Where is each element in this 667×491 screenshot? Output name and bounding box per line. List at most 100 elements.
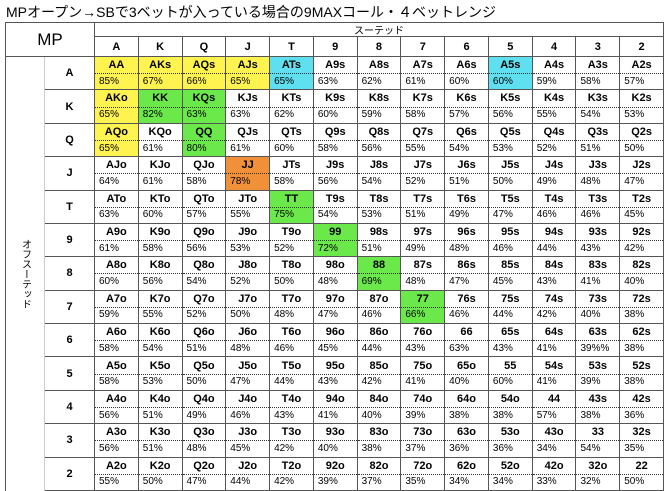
hand-percent: 61% (405, 75, 426, 87)
hand-percent: 50% (142, 476, 163, 488)
hand-name: 43o (532, 424, 576, 442)
hand-cell: K3s 54% (576, 90, 621, 124)
hand-name: J6s (445, 157, 488, 175)
hand-cell: AQo 65% (95, 123, 139, 158)
hand-cell: J6o 48% (226, 324, 271, 358)
hand-cell: K2s 53% (620, 90, 664, 124)
hand-percent: 52% (405, 175, 426, 187)
hand-percent: 43% (317, 376, 338, 388)
hand-percent: 49% (186, 409, 207, 421)
hand-percent: 63% (99, 209, 120, 221)
hand-name: 95o (313, 357, 357, 375)
hand-percent: 52% (274, 242, 295, 254)
hand-name: AQo (95, 124, 138, 141)
hand-cell: Q3o 48% (182, 424, 227, 458)
hand-name: A8s (357, 57, 401, 75)
hand-name: 62o (445, 458, 488, 475)
hand-name: A5s (488, 57, 532, 75)
hand-percent: 63% (449, 342, 470, 354)
hand-percent: 51% (405, 209, 426, 221)
hand-cell: 62s 38% (620, 324, 664, 358)
hand-percent: 56% (361, 142, 382, 154)
hand-percent: 59% (361, 109, 382, 121)
hand-name: JJ (226, 157, 270, 175)
hand-percent: 46% (274, 342, 295, 354)
hand-name: T5o (270, 357, 313, 375)
hand-percent: 58% (274, 175, 295, 187)
hand-name: K3s (576, 90, 620, 108)
hand-cell: AKo 65% (95, 90, 139, 124)
hand-percent: 57% (624, 75, 645, 87)
hand-percent: 51% (449, 175, 470, 187)
hand-name: 33 (576, 424, 620, 442)
hand-name: 75o (401, 357, 445, 375)
hand-name: T3s (576, 191, 620, 208)
hand-name: QTo (182, 191, 226, 208)
hand-cell: 76s 46% (445, 290, 489, 325)
hand-cell: 82o 37% (357, 457, 402, 491)
hand-percent: 51% (361, 242, 382, 254)
hand-name: 87o (357, 291, 401, 308)
hand-cell: A8s 62% (357, 57, 402, 91)
hand-name: A7o (95, 291, 138, 308)
hand-percent: 55% (230, 209, 251, 221)
column-header: T (270, 37, 314, 57)
column-header: 8 (357, 37, 402, 57)
hand-cell: T9s 54% (313, 190, 358, 224)
hand-name: K7o (138, 291, 182, 308)
hand-percent: 47% (230, 376, 251, 388)
hand-name: K4o (138, 391, 182, 409)
hand-cell: 73s 40% (576, 290, 621, 325)
hand-cell: 52s 38% (620, 357, 664, 391)
hand-name: 85s (488, 257, 532, 275)
hand-name: 83o (357, 424, 401, 442)
hand-cell: J3s 48% (576, 157, 621, 191)
hand-name: 43s (576, 391, 620, 409)
hand-name: T4o (270, 391, 313, 409)
hand-percent: 64% (99, 175, 120, 187)
hand-name: 86o (357, 324, 401, 342)
hand-name: QJs (226, 124, 270, 141)
hand-name: 76o (401, 324, 445, 342)
hand-name: 93s (576, 224, 620, 242)
hand-percent: 46% (492, 242, 513, 254)
hand-percent: 46% (449, 309, 470, 321)
hand-name: K8s (357, 90, 401, 108)
hand-name: 42s (620, 391, 663, 409)
hand-name: K5s (488, 90, 532, 108)
hand-cell: J2s 47% (620, 157, 664, 191)
hand-cell: K5o 53% (138, 357, 183, 391)
hand-percent: 58% (99, 376, 120, 388)
hand-name: AJs (226, 57, 270, 75)
hand-name: 97o (313, 291, 357, 308)
hand-cell: A9s 63% (313, 57, 358, 91)
hand-name: 22 (620, 458, 663, 475)
hand-cell: K4s 55% (532, 90, 577, 124)
hand-name: K9o (138, 224, 182, 242)
column-header: 5 (488, 37, 533, 57)
hand-cell: T5o 44% (270, 357, 314, 391)
hand-cell: 62o 34% (445, 457, 489, 491)
hand-name: Q8o (182, 257, 226, 275)
hand-name: 53s (576, 357, 620, 375)
hand-cell: TT 75% (270, 190, 314, 224)
hand-percent: 53% (230, 242, 251, 254)
hand-cell: A8o 60% (95, 257, 139, 291)
hand-percent: 56% (99, 409, 120, 421)
hand-cell: 86s 47% (445, 257, 489, 291)
hand-name: 83s (576, 257, 620, 275)
hand-name: J4o (226, 391, 270, 409)
hand-percent: 47% (186, 476, 207, 488)
hand-percent: 41% (580, 276, 601, 288)
hand-cell: A5o 58% (95, 357, 139, 391)
hand-percent: 48% (274, 309, 295, 321)
hand-percent: 38% (624, 376, 645, 388)
hand-name: KTs (270, 90, 313, 108)
hand-cell: 75o 41% (401, 357, 446, 391)
hand-name: 82o (357, 458, 401, 475)
hand-percent: 63% (186, 109, 207, 121)
hand-name: 52s (620, 357, 663, 375)
hand-name: 97s (401, 224, 445, 242)
hand-name: 87s (401, 257, 445, 275)
hand-percent: 61% (230, 142, 251, 154)
